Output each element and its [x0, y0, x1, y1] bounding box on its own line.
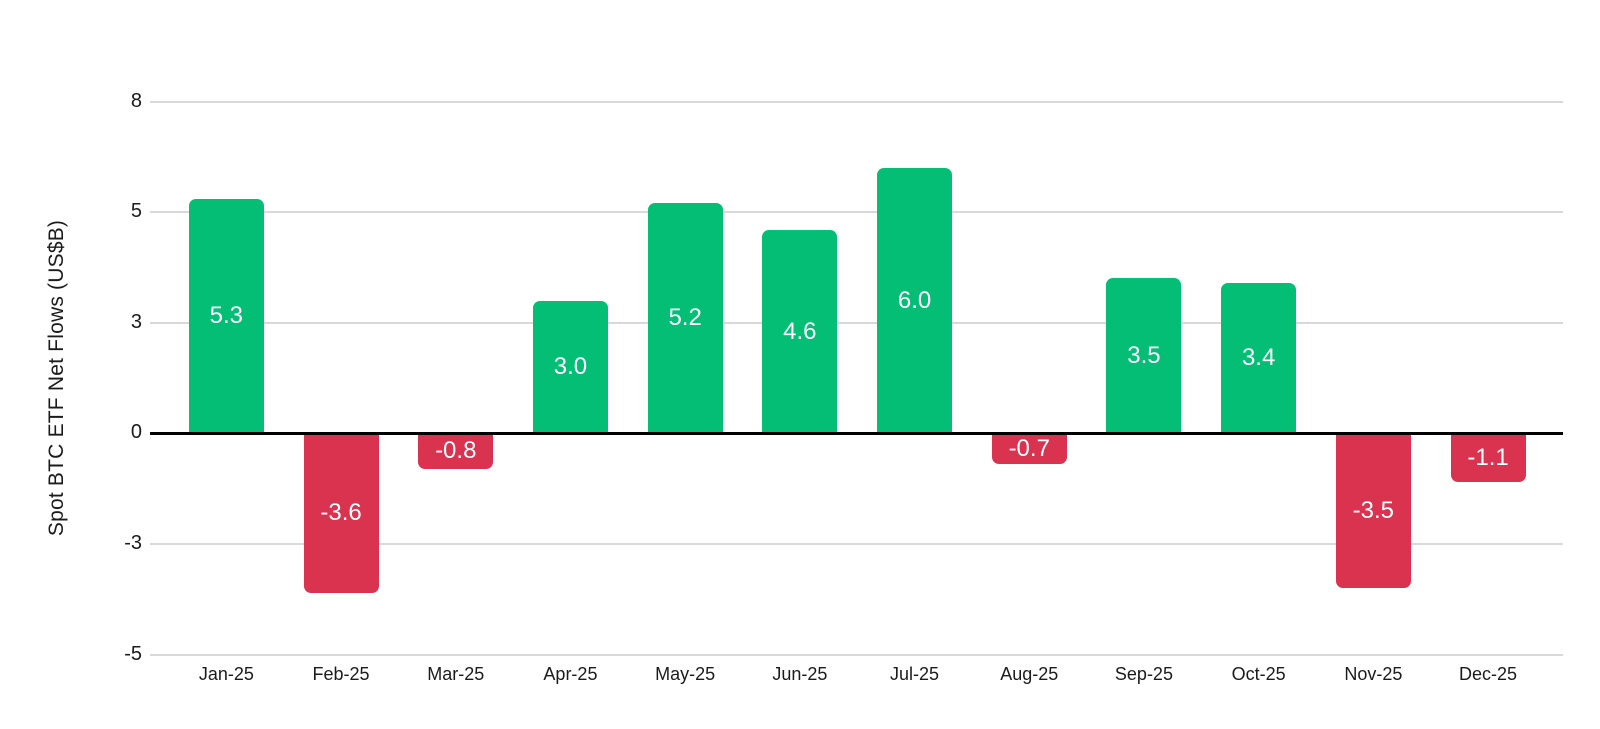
y-tick-label: 8 [130, 89, 142, 112]
gridline [150, 542, 1563, 545]
gridline [150, 100, 1563, 103]
bar-value-label: -0.7 [1008, 434, 1050, 462]
bar-value-label: -3.6 [320, 498, 362, 526]
y-tick-label: 3 [130, 310, 142, 333]
gridline [150, 653, 1563, 656]
bar-value-label: 3.0 [553, 352, 588, 380]
gridline [150, 321, 1563, 324]
zero-axis-line [150, 431, 1563, 435]
bar-value-label: 5.2 [668, 304, 702, 332]
bar-value-label: -0.8 [435, 436, 477, 464]
bar-oct-25: 3.4 [1221, 282, 1297, 434]
bar-value-label: 6.0 [897, 286, 932, 314]
bar-feb-25: -3.6 [303, 433, 379, 593]
bar-jun-25: 4.6 [762, 229, 838, 434]
x-tick-label: Jul-25 [890, 664, 940, 684]
y-tick-label: -5 [124, 642, 142, 665]
x-tick-label: Dec-25 [1459, 664, 1518, 684]
y-axis-title: Spot BTC ETF Net Flows (US$B) [45, 219, 68, 537]
x-tick-label: Mar-25 [427, 664, 485, 684]
bar-dec-25: -1.1 [1450, 433, 1526, 482]
y-tick-label: 0 [130, 421, 142, 444]
gridline [150, 211, 1563, 214]
bar-value-label: 4.6 [783, 317, 817, 345]
x-tick-label: Oct-25 [1231, 664, 1286, 684]
x-tick-label: Nov-25 [1344, 664, 1403, 684]
bar-jul-25: 6.0 [877, 167, 953, 434]
bar-may-25: 5.2 [647, 203, 723, 434]
bar-value-label: -3.5 [1352, 496, 1395, 524]
bar-value-label: -1.1 [1467, 443, 1509, 471]
x-tick-label: Sep-25 [1114, 664, 1173, 684]
x-tick-label: May-25 [655, 664, 716, 684]
bar-value-label: 3.4 [1241, 344, 1276, 372]
x-tick-label: Jun-25 [772, 664, 828, 684]
bar-mar-25: -0.8 [418, 433, 494, 469]
x-tick-label: Jan-25 [198, 664, 254, 684]
bar-sep-25: 3.5 [1106, 278, 1182, 434]
x-tick-label: Apr-25 [543, 664, 598, 684]
y-tick-label: -3 [124, 531, 142, 554]
y-tick-label: 5 [130, 200, 142, 223]
x-tick-label: Aug-25 [1000, 664, 1059, 684]
bar-nov-25: -3.5 [1335, 433, 1411, 589]
x-tick-label: Feb-25 [312, 664, 370, 684]
bar-jan-25: 5.3 [188, 198, 264, 434]
bar-value-label: 5.3 [209, 302, 244, 330]
bar-apr-25: 3.0 [532, 300, 608, 434]
bar-value-label: 3.5 [1127, 341, 1161, 369]
bar-aug-25: -0.7 [991, 433, 1067, 465]
